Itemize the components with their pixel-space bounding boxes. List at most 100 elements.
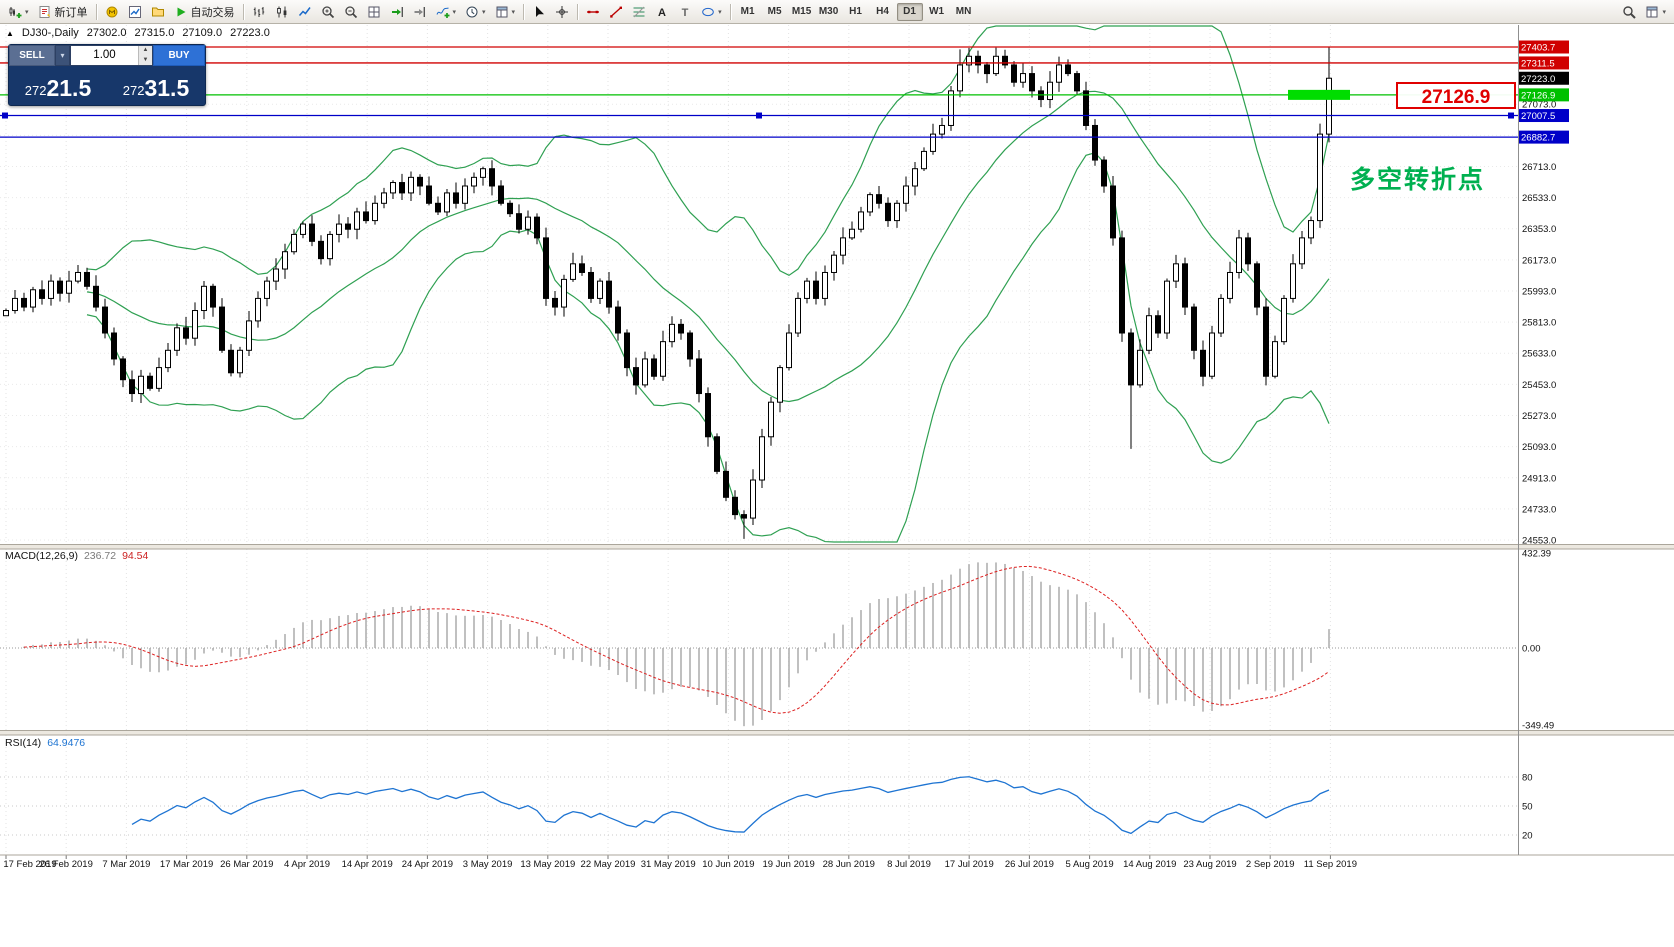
timeframe-m30-button[interactable]: M30 — [816, 3, 842, 21]
metaeditor-button[interactable] — [101, 2, 123, 22]
crosshair-button[interactable] — [551, 2, 573, 22]
toolbar-separator — [729, 3, 731, 20]
timeframe-mn-button[interactable]: MN — [951, 3, 977, 21]
date-label: 8 Jul 2019 — [887, 859, 931, 870]
chart-new-icon — [8, 5, 22, 19]
zoom-in-button[interactable] — [317, 2, 339, 22]
new-order-button-label: 新订单 — [54, 6, 88, 19]
candlestick-chart-button[interactable] — [271, 2, 293, 22]
templates-button[interactable]: ▾ — [491, 2, 520, 22]
dropdown-caret-icon: ▾ — [482, 8, 486, 16]
arrows-button[interactable]: ▾ — [697, 2, 726, 22]
date-label: 4 Apr 2019 — [284, 859, 330, 870]
navigator-button[interactable] — [147, 2, 169, 22]
search-button[interactable] — [1618, 2, 1640, 22]
toolbar: ▾ 新订单 自动交易 ▾ ▾ ▾ A T ▾ M1 M5 M15 M30 H1 H4 D1 W1 MN ▾ — [0, 0, 1674, 24]
chart-shift-button[interactable] — [409, 2, 431, 22]
order-icon — [38, 5, 52, 19]
buy-button[interactable]: BUY — [153, 45, 205, 66]
volume-stepper[interactable]: ▲ ▼ — [138, 46, 152, 65]
timeframe-d1-button[interactable]: D1 — [896, 2, 923, 21]
price-tick-label: 26533.0 — [1522, 193, 1556, 204]
main-chart-plot[interactable] — [0, 25, 1518, 543]
price-callout-label[interactable]: 27126.9 — [1396, 82, 1516, 109]
rsi-panel[interactable] — [0, 735, 1518, 855]
indicators-button[interactable]: ▾ — [432, 2, 461, 22]
ohlc-close: 27223.0 — [230, 27, 270, 39]
market-watch-button[interactable] — [124, 2, 146, 22]
price-axis-box: 27311.5 — [1521, 58, 1555, 69]
volume-down-icon[interactable]: ▼ — [139, 55, 152, 65]
line-drag-handle[interactable] — [756, 112, 762, 119]
autotrading-button[interactable]: 自动交易 — [170, 2, 239, 22]
macd-signal-line — [23, 565, 1330, 714]
autotrading-button-label: 自动交易 — [190, 6, 235, 19]
price-tick-label: 25633.0 — [1522, 349, 1556, 360]
auto-scroll-button[interactable] — [386, 2, 408, 22]
timeframe-m1-button[interactable]: M1 — [735, 3, 761, 21]
date-label: 19 Jun 2019 — [762, 859, 814, 870]
svg-text:T: T — [682, 7, 689, 19]
timeframe-w1-button[interactable]: W1 — [924, 3, 950, 21]
price-tick-label: 25093.0 — [1522, 442, 1556, 453]
date-label: 7 Mar 2019 — [102, 859, 150, 870]
cursor-button[interactable] — [528, 2, 550, 22]
bar-chart-button[interactable] — [248, 2, 270, 22]
periods-button[interactable]: ▾ — [461, 2, 490, 22]
zoom-out-button[interactable] — [340, 2, 362, 22]
date-label: 24 Apr 2019 — [402, 859, 453, 870]
macd-axis-label: 0.00 — [1522, 644, 1541, 655]
volume-value[interactable]: 1.00 — [93, 49, 116, 61]
volume-dropdown-button[interactable]: ▾ — [55, 45, 70, 66]
svg-text:A: A — [658, 7, 666, 19]
sell-price[interactable]: 272 21.5 — [9, 66, 107, 105]
date-label: 26 Feb 2019 — [40, 859, 93, 870]
sell-price-big: 21.5 — [46, 75, 92, 101]
rsi-label: RSI(14) — [5, 737, 42, 749]
dropdown-caret-icon: ▾ — [718, 8, 722, 16]
templates-icon — [1645, 5, 1659, 19]
price-axis[interactable] — [1518, 25, 1674, 855]
buy-price[interactable]: 272 31.5 — [107, 66, 205, 105]
timeframe-h4-button[interactable]: H4 — [870, 3, 896, 21]
price-tick-label: 26353.0 — [1522, 224, 1556, 235]
volume-field[interactable]: 1.00 ▲ ▼ — [70, 45, 153, 66]
line-drag-handle[interactable] — [2, 112, 8, 119]
price-axis-box: 26882.7 — [1521, 133, 1555, 144]
volume-up-icon[interactable]: ▲ — [139, 46, 152, 56]
new-order-button[interactable]: 新订单 — [34, 2, 92, 22]
text-label-button[interactable]: T — [674, 2, 696, 22]
sell-price-small: 272 — [24, 83, 47, 98]
new-chart-button[interactable]: ▾ — [4, 2, 33, 22]
one-click-collapse-icon[interactable]: ▲ — [6, 28, 14, 38]
timeframe-m15-button[interactable]: M15 — [789, 3, 815, 21]
date-label: 14 Aug 2019 — [1123, 859, 1176, 870]
toolbar-options-button[interactable]: ▾ — [1641, 2, 1670, 22]
toolbar-separator — [577, 3, 579, 20]
price-tick-label: 26173.0 — [1522, 255, 1556, 266]
highlight-segment[interactable] — [1288, 89, 1350, 100]
shift-icon — [413, 5, 427, 19]
line-drag-handle[interactable] — [1508, 112, 1514, 119]
fibonacci-button[interactable] — [628, 2, 650, 22]
ohlc-high: 27315.0 — [134, 27, 175, 39]
date-label: 5 Aug 2019 — [1066, 859, 1114, 870]
text-button[interactable]: A — [651, 2, 673, 22]
bollinger-middle-band — [86, 90, 1330, 403]
horizontal-line-button[interactable] — [582, 2, 604, 22]
tile-windows-button[interactable] — [363, 2, 385, 22]
timeframe-m5-button[interactable]: M5 — [762, 3, 788, 21]
fibo-icon — [632, 5, 646, 19]
zoom-in-icon — [321, 5, 335, 19]
sell-button[interactable]: SELL — [9, 45, 55, 66]
trendline-button[interactable] — [605, 2, 627, 22]
turning-point-note[interactable]: 多空转折点 — [1350, 166, 1486, 194]
metaeditor-icon — [105, 5, 119, 19]
macd-panel[interactable] — [0, 549, 1518, 731]
timeframe-h1-button[interactable]: H1 — [843, 3, 869, 21]
crosshair-icon — [555, 5, 569, 19]
date-label: 13 May 2019 — [520, 859, 575, 870]
line-chart-button[interactable] — [294, 2, 316, 22]
time-axis[interactable] — [0, 855, 1518, 875]
